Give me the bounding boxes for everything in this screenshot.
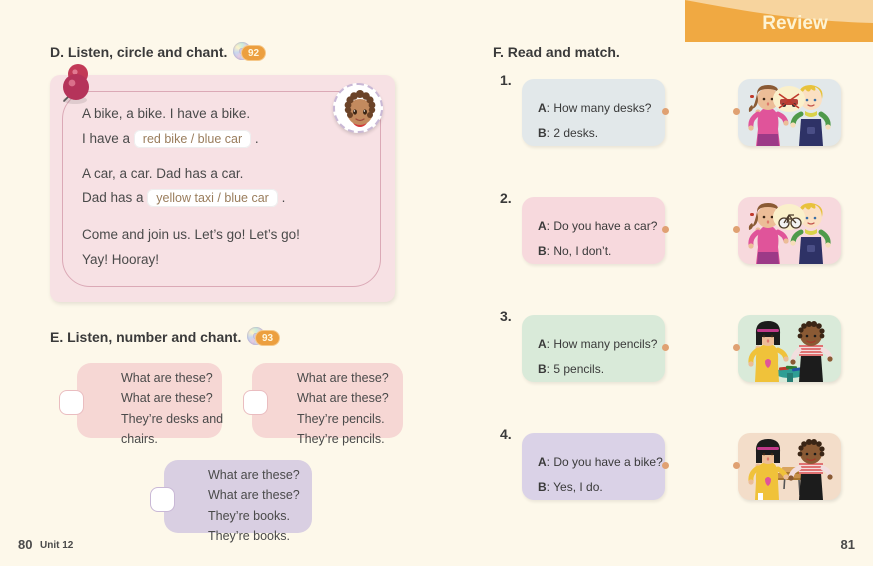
svg-text:Review: Review <box>762 13 828 34</box>
